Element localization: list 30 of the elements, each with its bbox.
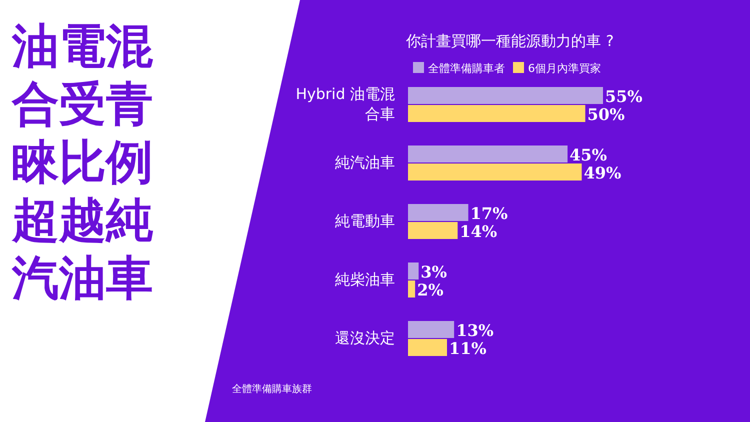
data-label: 17% xyxy=(470,204,508,223)
text: 全體準備購車族群 xyxy=(232,383,312,395)
y-tick-label: Hybrid 油電混合車 xyxy=(296,85,395,123)
bar xyxy=(408,280,416,298)
bar xyxy=(408,339,447,356)
bar xyxy=(408,204,468,221)
y-tick-label: 純柴油車 xyxy=(335,270,395,288)
data-label: 49% xyxy=(584,164,622,182)
data-label: 13% xyxy=(456,321,494,340)
legend-label: 6個月內準買家 xyxy=(528,62,601,75)
bar xyxy=(408,262,419,280)
data-label: 11% xyxy=(449,339,486,358)
bar xyxy=(408,87,603,104)
data-label: 50% xyxy=(587,105,625,124)
bar xyxy=(408,321,454,338)
data-label: 55% xyxy=(605,87,642,106)
y-tick-label: 純汽油車 xyxy=(335,154,395,172)
data-label: 45% xyxy=(570,146,608,164)
text: 油電混合受青睞比例超越純汽油車 xyxy=(11,19,154,306)
y-tick-label: 純電動車 xyxy=(335,212,395,230)
bar xyxy=(408,146,568,162)
data-label: 3% xyxy=(420,262,447,282)
bar xyxy=(408,222,458,239)
data-label: 14% xyxy=(460,222,498,241)
y-tick-label: 還沒決定 xyxy=(335,329,395,347)
bar xyxy=(408,105,586,122)
data-label: 2% xyxy=(417,280,444,300)
bar xyxy=(408,164,582,180)
legend-label: 全體準備購車者 xyxy=(428,62,505,75)
chart-subtitle: 你計畫買哪一種能源動力的車 ? xyxy=(405,32,614,50)
